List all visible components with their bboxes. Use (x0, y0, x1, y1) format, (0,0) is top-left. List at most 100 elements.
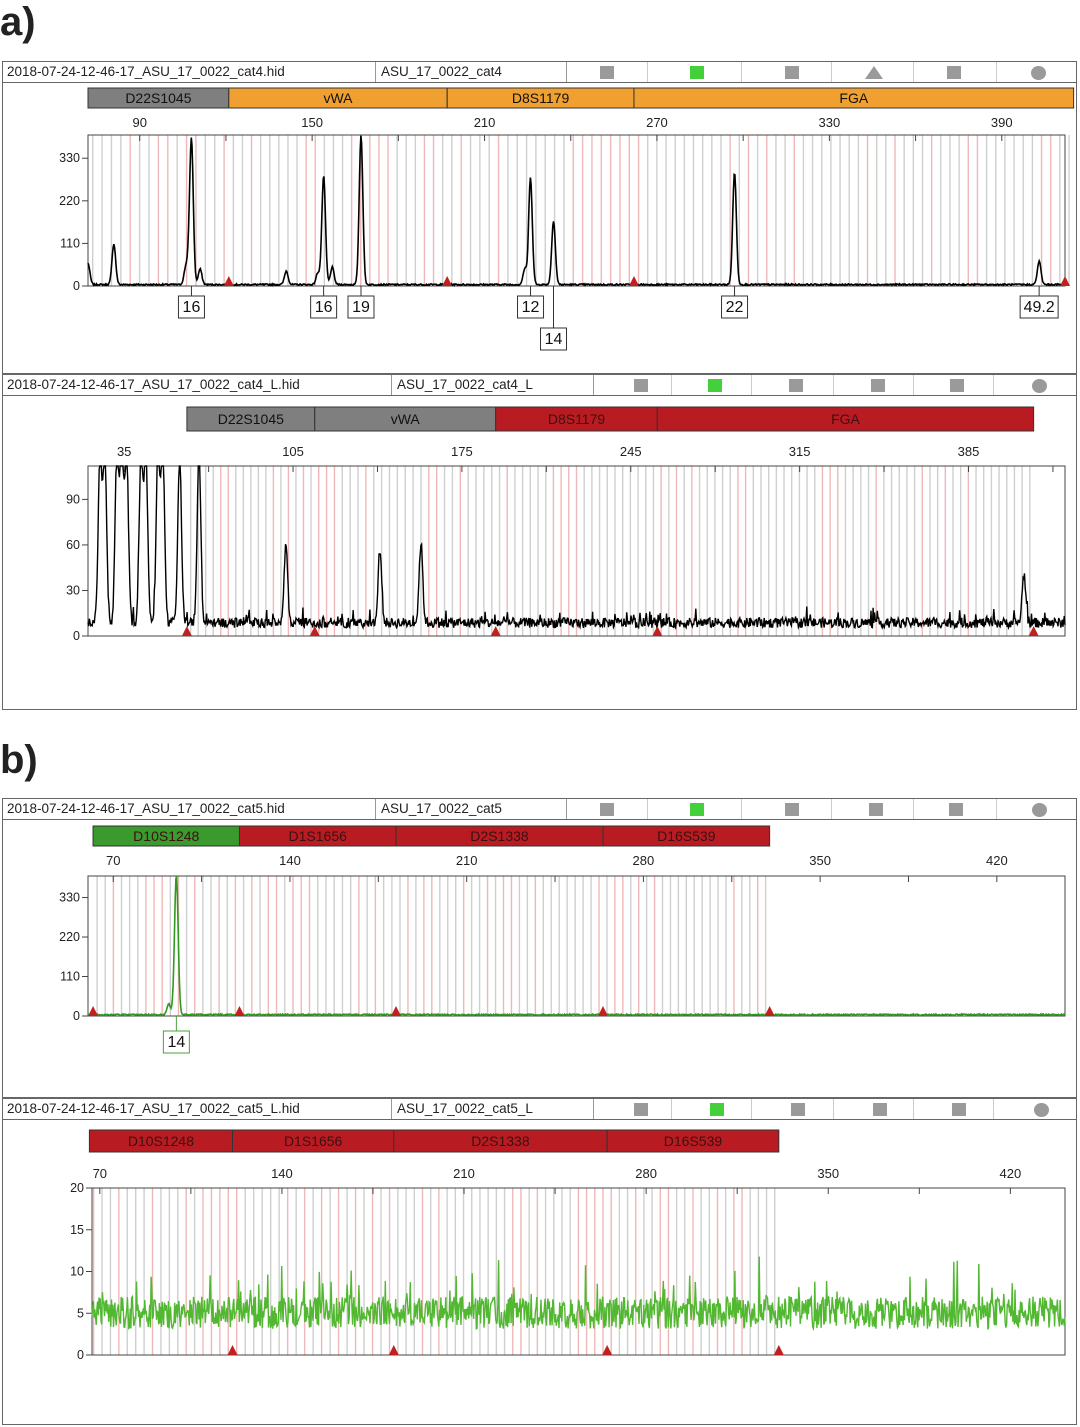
gray-square-icon[interactable] (785, 803, 799, 816)
y-tick-label: 15 (70, 1223, 84, 1237)
plot-frame (87, 875, 1066, 1017)
marker-triangle (223, 276, 234, 286)
electropherogram-svg: D22S1045 vWA D8S1179 FGA 35 105 175 245 315 385 0 3… (66, 406, 1066, 643)
triangle-icon[interactable] (865, 66, 883, 79)
marker-triangle (234, 1006, 245, 1016)
locus-band: D1S1656 (231, 1129, 395, 1153)
allele-call-label: 14 (167, 1034, 185, 1051)
sample-name: ASU_17_0022_cat4 (381, 64, 502, 79)
marker-triangle (652, 626, 663, 636)
locus-band: D22S1045 (87, 87, 230, 109)
marker-triangle (1060, 276, 1070, 286)
electropherogram-panel-a-bottom: 2018-07-24-12-46-17_ASU_17_0022_cat4_L.h… (2, 374, 1077, 710)
locus-name: D2S1338 (470, 828, 529, 844)
allele-call-label: 14 (545, 331, 563, 348)
x-tick-label: 105 (282, 444, 304, 459)
y-tick-label: 0 (73, 279, 80, 293)
y-tick-label: 30 (66, 583, 80, 597)
marker-triangle (388, 1345, 399, 1355)
gray-square-icon[interactable] (949, 803, 963, 816)
panel-header: 2018-07-24-12-46-17_ASU_17_0022_cat5.hid… (3, 799, 1076, 820)
green-square-icon[interactable] (690, 66, 704, 79)
gray-square-icon[interactable] (785, 66, 799, 79)
circle-icon[interactable] (1032, 379, 1047, 393)
gray-square-icon[interactable] (789, 379, 803, 392)
gray-square-icon[interactable] (600, 803, 614, 816)
x-tick-label: 420 (1000, 1166, 1022, 1181)
sample-name: ASU_17_0022_cat5 (381, 801, 502, 816)
gray-square-icon[interactable] (947, 66, 961, 79)
y-tick-label: 0 (73, 1009, 80, 1023)
locus-name: D8S1179 (512, 90, 570, 106)
locus-name: D10S1248 (128, 1133, 194, 1149)
allele-call-label: 16 (315, 299, 333, 316)
locus-band: D2S1338 (393, 1129, 608, 1153)
y-tick-label: 220 (59, 194, 80, 208)
y-tick-label: 110 (60, 236, 80, 250)
locus-name: D16S539 (657, 828, 716, 844)
locus-name: FGA (831, 411, 860, 427)
signal-trace (91, 1256, 1066, 1332)
green-square-icon[interactable] (690, 803, 704, 816)
x-tick-label: 420 (986, 853, 1008, 868)
gray-square-icon[interactable] (634, 1103, 648, 1116)
x-tick-label: 70 (93, 1166, 107, 1181)
allele-call-label: 49.2 (1024, 299, 1055, 316)
marker-triangle (1028, 626, 1039, 636)
x-tick-label: 390 (991, 115, 1013, 130)
circle-icon[interactable] (1031, 66, 1046, 80)
sample-name: ASU_17_0022_cat5_L (397, 1101, 533, 1116)
gray-square-icon[interactable] (600, 66, 614, 79)
allele-call-label: 22 (726, 299, 744, 316)
y-tick-label: 330 (59, 151, 80, 165)
locus-name: D10S1248 (133, 828, 199, 844)
locus-band: D8S1179 (495, 406, 658, 432)
gray-square-icon[interactable] (869, 803, 883, 816)
locus-band: D10S1248 (88, 1129, 233, 1153)
panel-header: 2018-07-24-12-46-17_ASU_17_0022_cat4.hid… (3, 62, 1076, 83)
panel-header: 2018-07-24-12-46-17_ASU_17_0022_cat4_L.h… (3, 375, 1076, 396)
x-tick-label: 330 (819, 115, 841, 130)
locus-band-rect (602, 825, 771, 847)
locus-name: D16S539 (664, 1133, 723, 1149)
x-tick-label: 315 (789, 444, 811, 459)
plot-frame (87, 134, 1066, 287)
gray-square-icon[interactable] (791, 1103, 805, 1116)
green-square-icon[interactable] (710, 1103, 724, 1116)
signal-trace (87, 135, 1066, 288)
gray-square-icon[interactable] (873, 1103, 887, 1116)
marker-triangle (390, 1006, 401, 1016)
circle-icon[interactable] (1032, 803, 1047, 817)
allele-call-label: 16 (183, 299, 201, 316)
gray-square-icon[interactable] (634, 379, 648, 392)
locus-name: D8S1179 (548, 411, 606, 427)
y-tick-label: 10 (70, 1265, 84, 1279)
locus-band: D16S539 (606, 1129, 780, 1153)
locus-band: vWA (314, 406, 497, 432)
electropherogram-panel-a-top: 2018-07-24-12-46-17_ASU_17_0022_cat4.hid… (2, 61, 1077, 374)
y-tick-label: 220 (59, 930, 80, 944)
green-square-icon[interactable] (708, 379, 722, 392)
circle-icon[interactable] (1034, 1103, 1049, 1117)
x-tick-label: 175 (451, 444, 473, 459)
allele-call-box (162, 1030, 190, 1054)
gray-square-icon[interactable] (952, 1103, 966, 1116)
section-label-a: a) (0, 0, 36, 44)
gray-square-icon[interactable] (950, 379, 964, 392)
y-tick-label: 330 (59, 891, 80, 905)
allele-call-box (1019, 295, 1059, 319)
y-tick-label: 5 (77, 1306, 84, 1320)
locus-band-rect (656, 406, 1035, 432)
marker-triangle (628, 276, 639, 286)
marker-triangle (602, 1345, 613, 1355)
locus-name: D1S1656 (284, 1133, 343, 1149)
x-tick-label: 350 (817, 1166, 839, 1181)
locus-band: D8S1179 (446, 87, 635, 109)
panel-header: 2018-07-24-12-46-17_ASU_17_0022_cat5_L.h… (3, 1099, 1076, 1120)
locus-band: FGA (656, 406, 1035, 432)
allele-call-label: 19 (352, 299, 370, 316)
y-tick-label: 0 (73, 629, 80, 643)
x-tick-label: 35 (117, 444, 131, 459)
allele-call-box (347, 295, 375, 319)
gray-square-icon[interactable] (871, 379, 885, 392)
